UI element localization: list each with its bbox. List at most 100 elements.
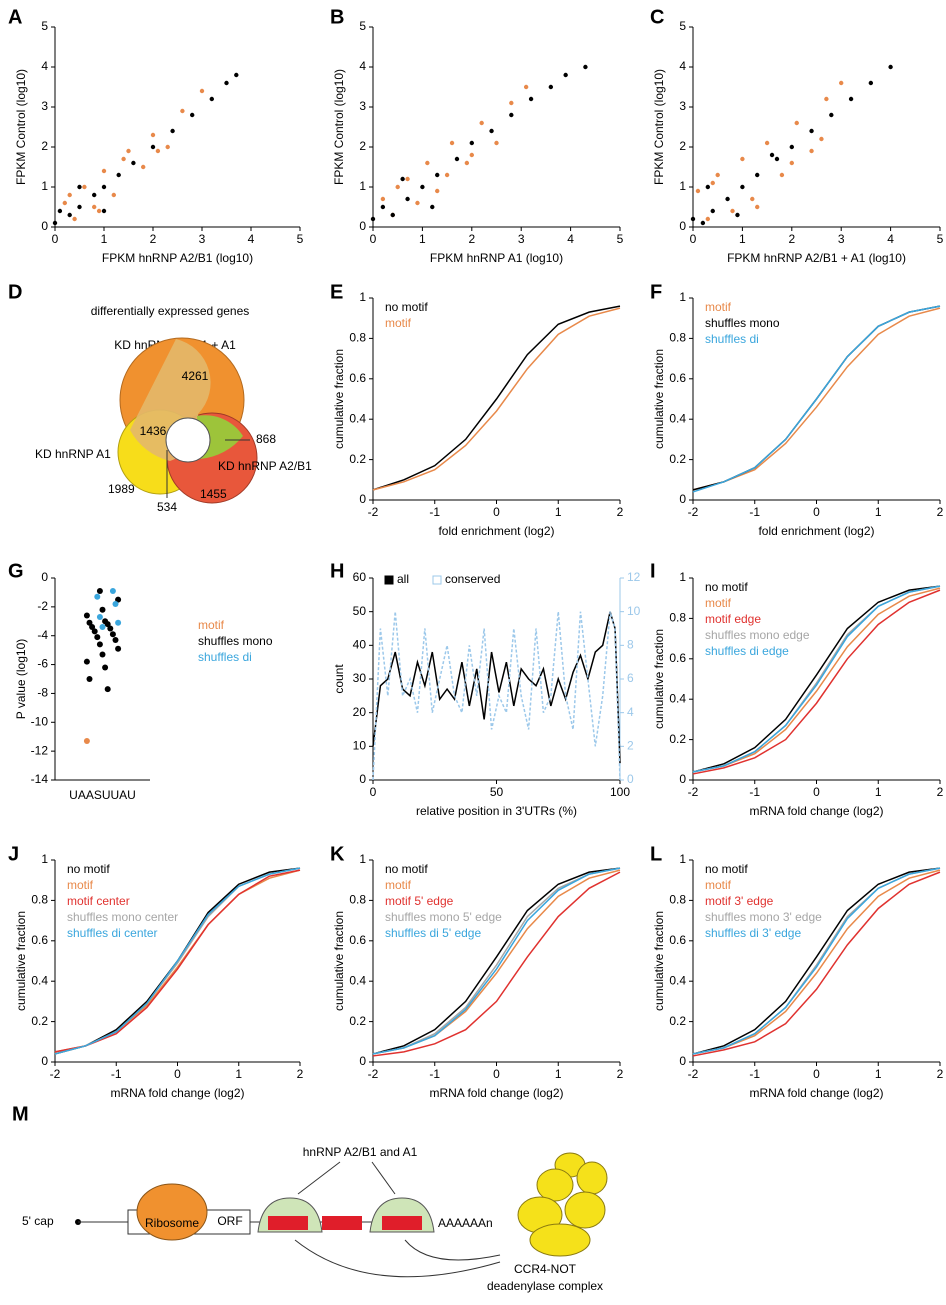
y-tick-label: 4 [359, 59, 366, 73]
motif [322, 1216, 362, 1230]
series-line [54, 867, 301, 1055]
y-tick-label: 0.4 [349, 411, 366, 425]
y-tick-label: 0 [679, 219, 686, 233]
legend-label: no motif [705, 862, 748, 876]
y-tick-label: 1 [679, 852, 686, 866]
point [91, 628, 98, 635]
point [710, 208, 715, 214]
point [690, 216, 696, 222]
point [740, 184, 745, 190]
point [150, 132, 156, 138]
y-tick-label: 0.6 [669, 933, 686, 947]
panel-letter: E [330, 281, 343, 303]
point [425, 160, 430, 166]
y2-tick-label: 4 [627, 705, 634, 719]
point [839, 80, 844, 86]
x-tick-label: 1 [101, 232, 108, 246]
y2-tick-label: 2 [627, 739, 634, 753]
count: 1455 [200, 487, 227, 501]
x-tick-label: 0 [813, 785, 820, 799]
x-tick-label: 5 [937, 232, 944, 246]
legend-label: motif [67, 878, 94, 892]
point [121, 156, 126, 162]
x-tick-label: 50 [490, 785, 504, 799]
point [199, 88, 205, 94]
y-tick-label: 5 [359, 19, 366, 33]
y-tick-label: 0.4 [669, 973, 686, 987]
point [454, 156, 460, 162]
point [430, 204, 435, 210]
y-tick-label: 0.4 [669, 411, 686, 425]
point [400, 176, 405, 182]
point [370, 216, 376, 222]
count: 1436 [140, 424, 167, 438]
point [82, 184, 87, 190]
y-tick-label: 0.6 [349, 933, 366, 947]
point [755, 204, 760, 210]
y-tick-label: 1 [679, 179, 686, 193]
panel-letter: A [8, 6, 22, 28]
arrow [294, 1239, 501, 1278]
motif [382, 1216, 422, 1230]
y-tick-label: 4 [679, 59, 686, 73]
y-tick-label: 0.2 [349, 452, 366, 466]
x-tick-label: 1 [875, 785, 882, 799]
x-tick-label: -1 [111, 1067, 122, 1081]
motif [268, 1216, 308, 1230]
x-tick-label: 1 [739, 232, 746, 246]
point [155, 148, 161, 154]
y-tick-label: 40 [353, 638, 367, 652]
y-axis-label: FPKM Control (log10) [332, 69, 346, 185]
panel-letter: H [330, 560, 344, 582]
point [750, 196, 755, 202]
legend-label: motif 5' edge [385, 894, 454, 908]
y-tick-label: 0.4 [669, 691, 686, 705]
count: 868 [256, 432, 276, 446]
legend-label: motif edge [705, 612, 761, 626]
legend-label: no motif [385, 300, 428, 314]
y-tick-label: 5 [679, 19, 686, 33]
point [89, 624, 96, 631]
point [92, 192, 97, 198]
y2-tick-label: 10 [627, 604, 641, 618]
x-tick-label: 0 [813, 505, 820, 519]
point [112, 637, 119, 644]
y-tick-label: 0.2 [669, 732, 686, 746]
y-tick-label: 0 [41, 1054, 48, 1068]
point [523, 84, 529, 90]
point [62, 200, 67, 206]
point [126, 148, 131, 154]
point [141, 164, 146, 170]
x-tick-label: 0 [493, 1067, 500, 1081]
ccr4-not [517, 1152, 608, 1257]
x-tick-label: -1 [749, 785, 760, 799]
x-tick-label: 2 [617, 1067, 624, 1081]
point [92, 204, 97, 210]
point [101, 184, 107, 190]
point [77, 204, 82, 210]
point [888, 64, 893, 70]
y-tick-label: 0.4 [31, 973, 48, 987]
legend-label: no motif [385, 862, 428, 876]
point [380, 204, 386, 210]
arrow [404, 1239, 501, 1261]
y-tick-label: 20 [353, 705, 367, 719]
x-tick-label: 3 [199, 232, 206, 246]
y-tick-label: 0.6 [31, 933, 48, 947]
x-tick-label: 2 [937, 1067, 944, 1081]
legend-label: motif [705, 596, 732, 610]
legend-label: motif [705, 300, 732, 314]
y-tick-label: -2 [37, 599, 48, 613]
y2-tick-label: 6 [627, 671, 634, 685]
series-line [692, 871, 941, 1057]
set-label: KD hnRNP A1 [35, 447, 111, 461]
point [715, 172, 720, 178]
y-tick-label: 0.6 [669, 651, 686, 665]
point [190, 112, 195, 118]
y2-tick-label: 0 [627, 772, 634, 786]
panel-letter: K [330, 843, 345, 865]
point [700, 220, 706, 226]
point [494, 140, 499, 146]
cap-label: 5' cap [22, 1214, 54, 1228]
x-tick-label: -2 [368, 1067, 379, 1081]
